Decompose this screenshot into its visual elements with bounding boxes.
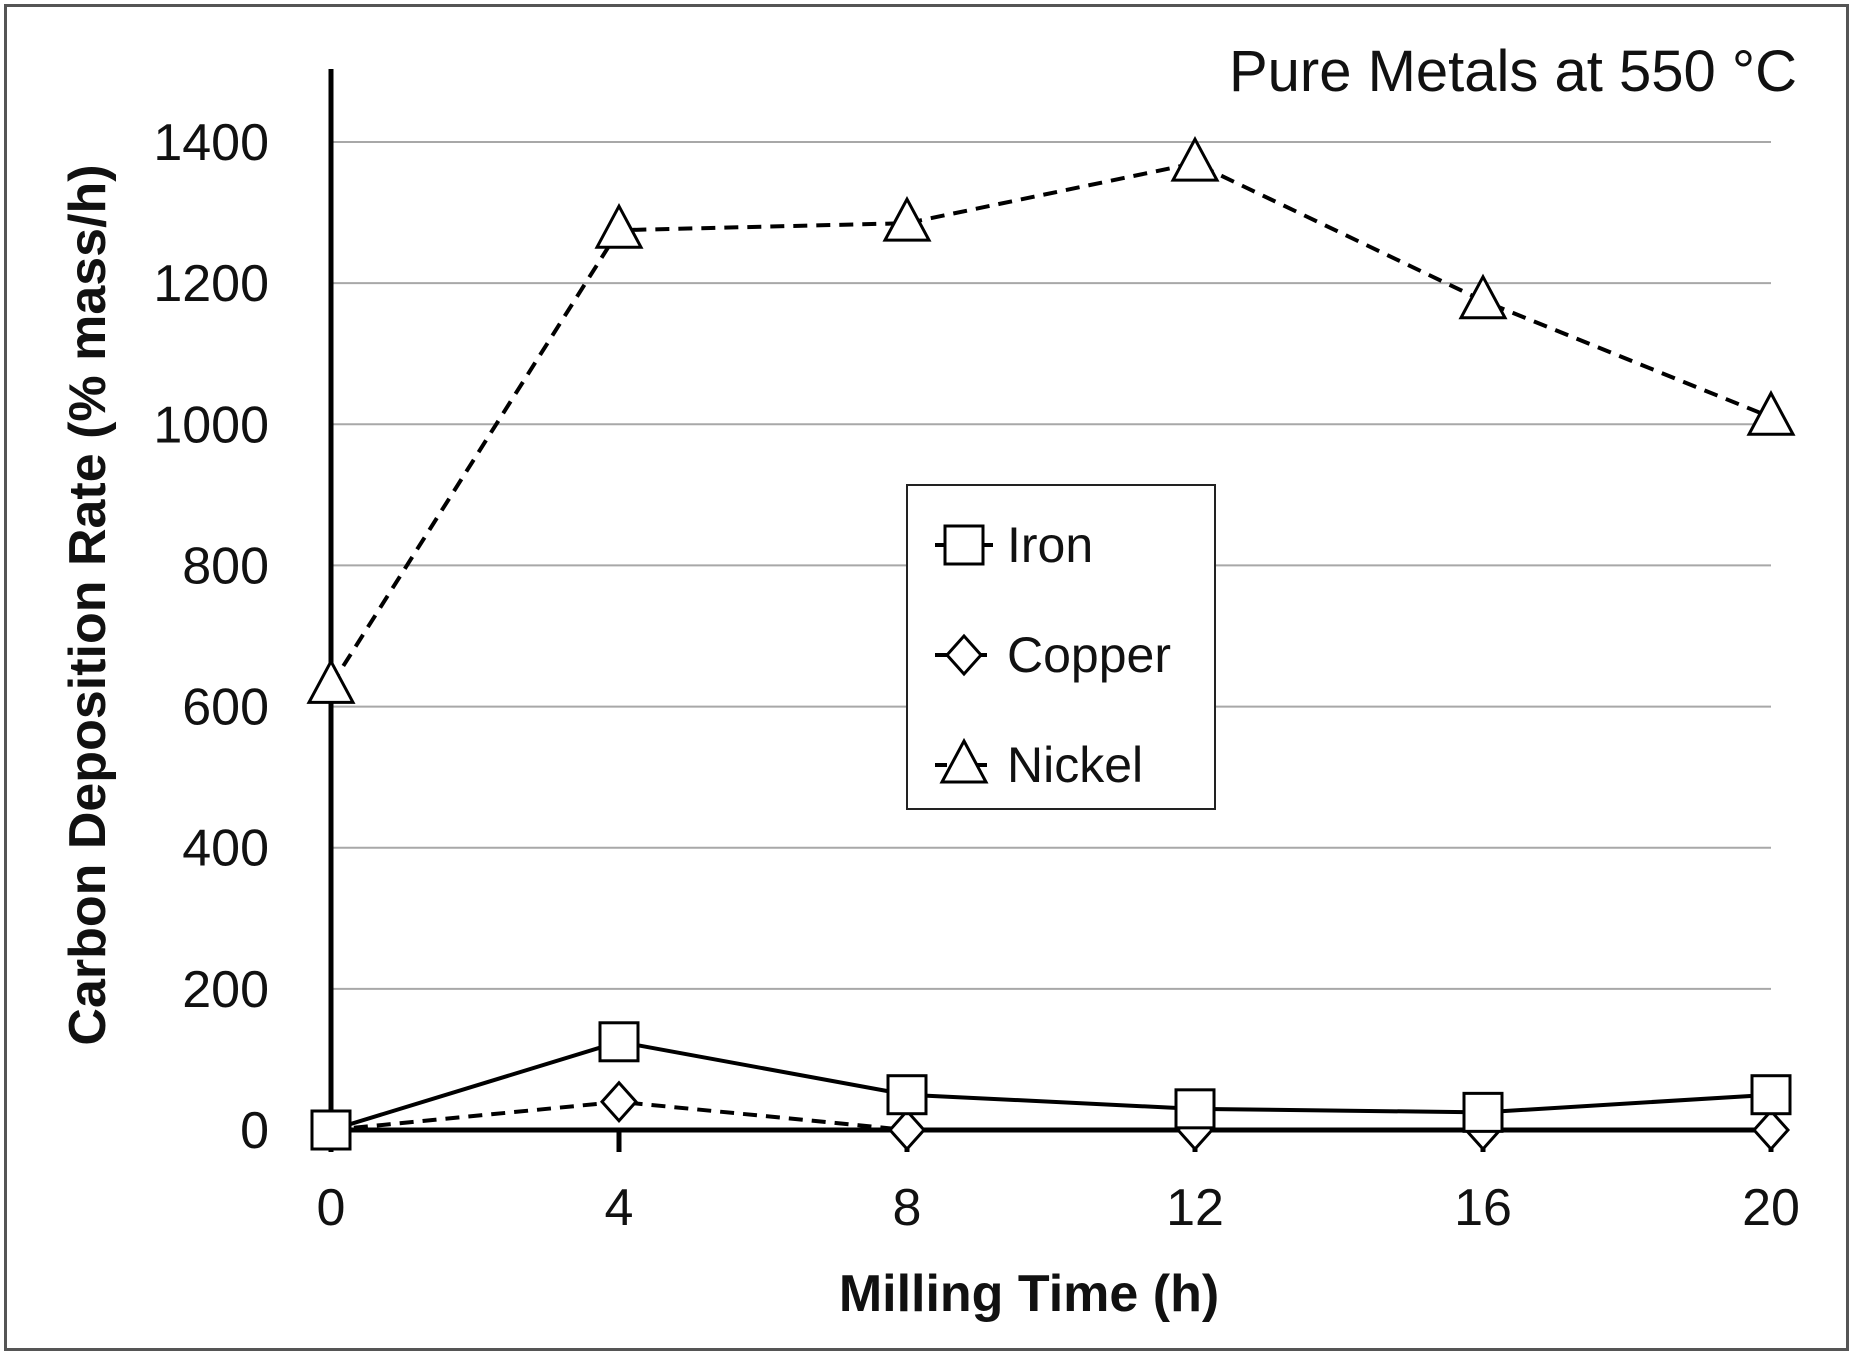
series-copper (311, 1080, 1791, 1152)
legend-marker-iron (943, 524, 985, 566)
data-point-iron (1750, 1074, 1792, 1116)
data-point-iron (310, 1109, 352, 1151)
data-point-nickel (306, 658, 356, 704)
legend: Iron Copper Nickel (906, 484, 1216, 810)
y-axis-title: Carbon Deposition Rate (% mass/h) (59, 164, 117, 1045)
y-tick-label: 600 (182, 679, 269, 737)
series-iron (310, 1021, 1792, 1151)
data-point-copper (599, 1080, 639, 1124)
data-point-iron (1174, 1088, 1216, 1130)
legend-label-nickel: Nickel (1007, 737, 1143, 793)
data-point-iron (598, 1021, 640, 1063)
y-tick-label: 0 (240, 1102, 269, 1160)
x-tick-label: 8 (893, 1179, 922, 1237)
x-tick-label: 12 (1166, 1179, 1224, 1237)
chart-canvas: 0 200 400 600 800 1000 1200 1400 0 4 8 12 16 20 Pure … (59, 39, 1800, 1323)
plot-area (306, 135, 1796, 1152)
series-line-iron (330, 1039, 1772, 1132)
x-axis-title: Milling Time (h) (839, 1265, 1219, 1323)
series-nickel (306, 135, 1796, 704)
data-point-nickel (594, 203, 644, 249)
x-tick-label: 16 (1454, 1179, 1512, 1237)
legend-item-iron: Iron (935, 517, 1093, 573)
legend-label-iron: Iron (1007, 517, 1093, 573)
y-tick-label: 800 (182, 537, 269, 595)
data-point-copper (1751, 1108, 1791, 1152)
y-tick-label: 1000 (153, 396, 269, 454)
x-tick-label: 20 (1742, 1179, 1800, 1237)
y-tick-label: 1400 (153, 114, 269, 172)
chart-frame: 0 200 400 600 800 1000 1200 1400 0 4 8 12 16 20 Pure … (4, 4, 1849, 1351)
legend-marker-copper (944, 633, 984, 677)
data-point-nickel (1746, 390, 1796, 436)
y-tick-label: 400 (182, 820, 269, 878)
x-tick-label: 4 (605, 1179, 634, 1237)
data-point-iron (886, 1074, 928, 1116)
chart-title: Pure Metals at 550 °C (1229, 39, 1797, 104)
legend-label-copper: Copper (1007, 627, 1171, 683)
data-point-copper (887, 1108, 927, 1152)
series-line-nickel (329, 161, 1772, 687)
y-tick-label: 200 (182, 961, 269, 1019)
data-point-nickel (1458, 273, 1508, 320)
y-tick-label: 1200 (153, 255, 269, 313)
data-point-nickel (882, 195, 932, 242)
legend-item-nickel: Nickel (935, 737, 1143, 793)
legend-marker-nickel (939, 737, 989, 784)
legend-item-copper: Copper (935, 627, 1171, 683)
series-line-copper (330, 1099, 1771, 1132)
tick-labels: 0 200 400 600 800 1000 1200 1400 0 4 8 12 16 20 (153, 114, 1800, 1237)
data-point-nickel (1170, 135, 1220, 182)
data-point-iron (1462, 1091, 1504, 1133)
x-tick-label: 0 (317, 1179, 346, 1237)
